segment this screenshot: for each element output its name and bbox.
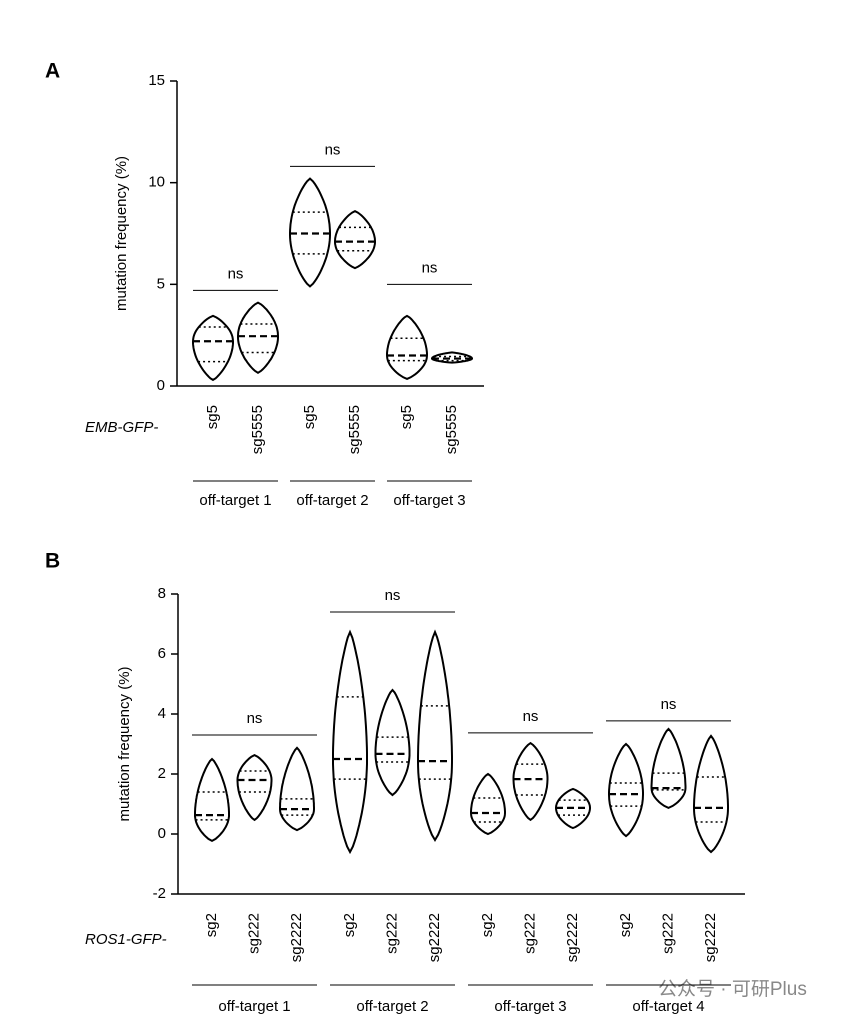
prefix-label: EMB-GFP-: [85, 419, 158, 436]
y-axis-label: mutation frequency (%): [116, 666, 133, 821]
x-tick-label: sg222: [521, 913, 538, 954]
y-tick-label: 6: [158, 645, 166, 662]
violin-body: [386, 314, 428, 380]
violin-body: [236, 753, 273, 822]
x-tick-label: sg2222: [702, 913, 719, 962]
violin-body: [417, 629, 453, 842]
y-tick-label: 0: [158, 825, 166, 842]
y-tick-label: 4: [158, 705, 166, 722]
violin-body: [470, 772, 506, 836]
violin-body: [332, 629, 368, 855]
significance-label: ns: [228, 265, 244, 282]
x-tick-label: sg222: [659, 913, 676, 954]
x-tick-label: sg2: [479, 913, 496, 937]
y-tick-label: -2: [153, 885, 166, 902]
panel-label: A: [45, 60, 60, 83]
x-tick-label: sg5555: [346, 405, 363, 454]
group-label: off-target 2: [356, 998, 428, 1015]
prefix-label: ROS1-GFP-: [85, 931, 167, 948]
y-tick-label: 10: [148, 174, 165, 191]
violin-body: [237, 301, 279, 374]
x-tick-label: sg5555: [249, 405, 266, 454]
x-tick-label: sg5: [301, 405, 318, 429]
y-tick-label: 8: [158, 585, 166, 602]
violin-body: [279, 746, 315, 832]
group-label: off-target 4: [632, 998, 704, 1015]
y-tick-label: 15: [148, 72, 165, 89]
violin-body: [650, 727, 687, 810]
group-label: off-target 2: [296, 492, 368, 509]
watermark: 公众号 · 可研Plus: [658, 978, 807, 1000]
violin-body: [693, 734, 729, 854]
x-tick-label: sg2222: [426, 913, 443, 962]
group-label: off-target 1: [199, 492, 271, 509]
violin-body: [555, 787, 591, 830]
significance-label: ns: [422, 259, 438, 276]
x-tick-label: sg222: [383, 913, 400, 954]
group-label: off-target 3: [393, 492, 465, 509]
significance-label: ns: [325, 141, 341, 158]
y-tick-label: 0: [157, 377, 165, 394]
x-tick-label: sg2: [617, 913, 634, 937]
significance-label: ns: [661, 696, 677, 713]
group-label: off-target 3: [494, 998, 566, 1015]
x-tick-label: sg5: [398, 405, 415, 429]
significance-label: ns: [247, 710, 263, 727]
x-tick-label: sg2: [341, 913, 358, 937]
y-tick-label: 2: [158, 765, 166, 782]
y-tick-label: 5: [157, 275, 165, 292]
x-tick-label: sg2222: [564, 913, 581, 962]
x-tick-label: sg222: [245, 913, 262, 954]
x-tick-label: sg2: [203, 913, 220, 937]
y-axis-label: mutation frequency (%): [113, 156, 130, 311]
violin-body: [374, 688, 411, 797]
x-tick-label: sg5555: [443, 405, 460, 454]
significance-label: ns: [385, 587, 401, 604]
violin-body: [194, 757, 230, 843]
significance-label: ns: [523, 708, 539, 725]
panel-label: B: [45, 550, 60, 573]
x-tick-label: sg5: [204, 405, 221, 429]
violin-body: [289, 177, 331, 288]
violin-body: [192, 314, 234, 382]
x-tick-label: sg2222: [288, 913, 305, 962]
group-label: off-target 1: [218, 998, 290, 1015]
violin-body: [608, 742, 644, 838]
violin-body: [512, 741, 549, 822]
violin-body: [334, 209, 376, 270]
